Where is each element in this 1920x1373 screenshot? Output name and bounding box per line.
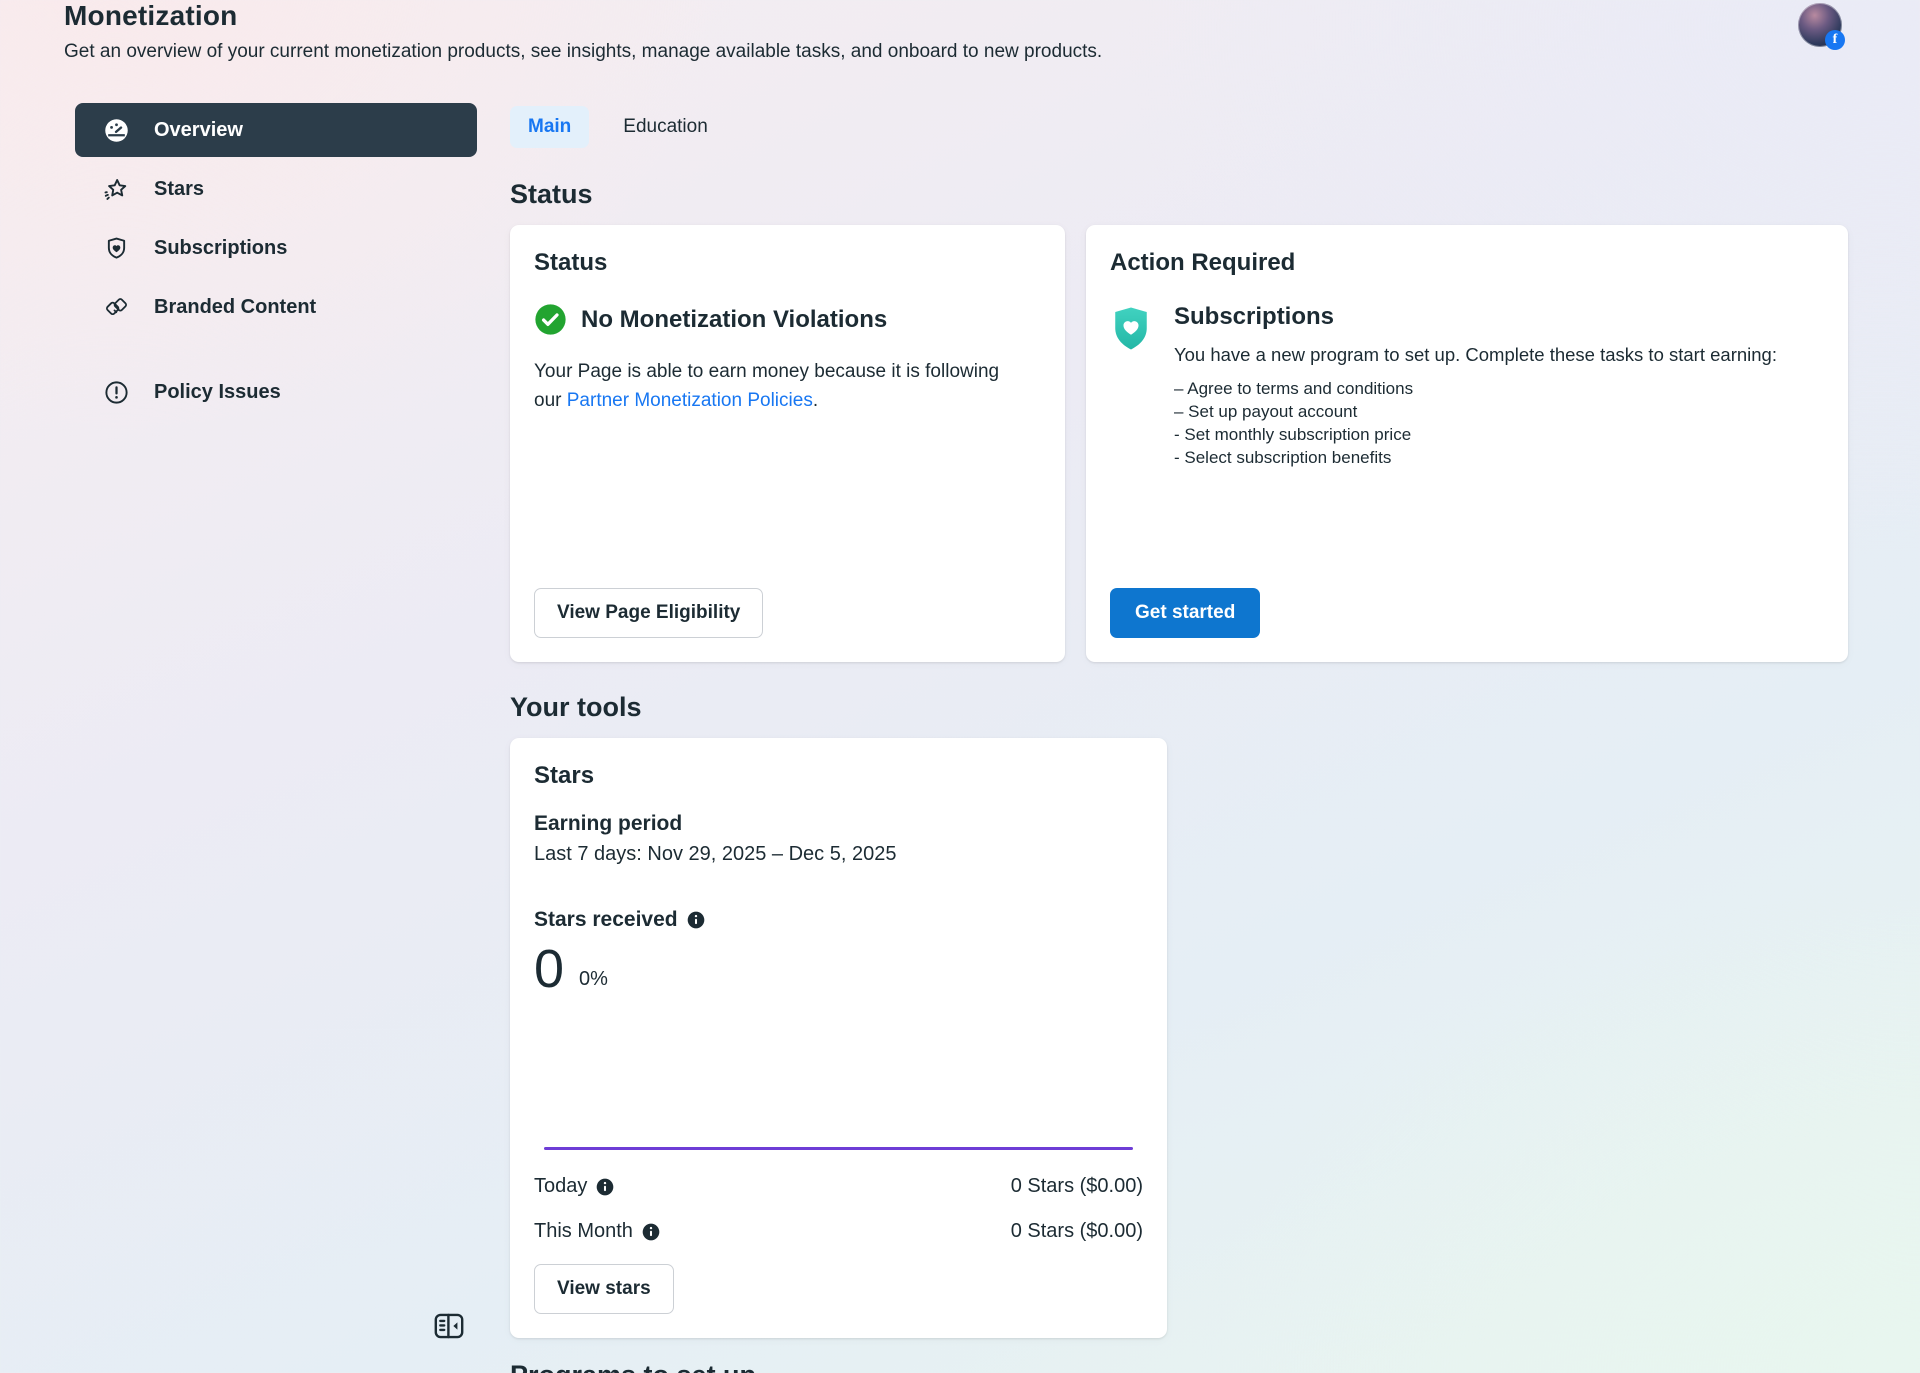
action-product-title: Subscriptions	[1174, 303, 1335, 330]
today-row: Today 0 Stars ($0.00)	[534, 1164, 1143, 1209]
stars-chart	[544, 996, 1133, 1164]
status-card-body: Your Page is able to earn money because …	[534, 358, 1004, 415]
today-label: Today	[534, 1175, 588, 1197]
tab-main[interactable]: Main	[510, 106, 590, 148]
partner-monetization-policies-link[interactable]: Partner Monetization Policies	[566, 389, 813, 411]
earning-period-label: Earning period	[534, 812, 683, 835]
shield-heart-icon	[107, 237, 126, 259]
today-value: 0 Stars ($0.00)	[1010, 1175, 1143, 1197]
sidebar-item-label: Subscriptions	[154, 236, 288, 259]
sidebar-item-label: Policy Issues	[154, 380, 281, 403]
stars-count-row: 0 0%	[534, 942, 1143, 996]
status-section-heading: Status	[510, 179, 593, 209]
action-body-text: You have a new program to set up. Comple…	[1174, 344, 1777, 365]
task-list: – Agree to terms and conditions – Set up…	[1174, 377, 1777, 469]
alert-circle-icon	[105, 380, 128, 404]
stars-received-row: Stars received	[534, 908, 1143, 932]
stars-percent: 0%	[579, 968, 608, 990]
page-title: Monetization	[64, 0, 238, 31]
info-icon[interactable]	[642, 1223, 660, 1241]
stars-count: 0	[534, 939, 565, 999]
sidebar-item-label: Overview	[154, 118, 243, 141]
status-cards-row: Status No Monetization Violations Your P…	[510, 225, 1848, 662]
task-item: - Set monthly subscription price	[1174, 425, 1412, 444]
star-icon	[104, 178, 127, 200]
action-required-text-col: Subscriptions You have a new program to …	[1174, 303, 1777, 469]
collapse-sidebar-icon[interactable]	[431, 1308, 467, 1344]
stars-chart-line	[544, 1147, 1133, 1150]
gauge-icon	[105, 118, 128, 142]
teal-shield-heart-icon	[1115, 307, 1147, 350]
main-content: Main Education Status Status No Monetiza…	[510, 105, 1848, 1373]
handshake-icon	[106, 297, 127, 315]
task-item: – Agree to terms and conditions	[1174, 379, 1414, 398]
earning-period-value: Last 7 days: Nov 29, 2025 – Dec 5, 2025	[534, 843, 897, 865]
view-stars-button[interactable]: View stars	[534, 1264, 674, 1314]
this-month-label: This Month	[534, 1220, 633, 1242]
profile-avatar[interactable]: f	[1798, 3, 1845, 50]
page-header: Monetization Get an overview of your cur…	[64, 0, 1664, 63]
status-body-text: Your Page is able to earn money because …	[534, 361, 1000, 411]
stars-card-title: Stars	[534, 762, 595, 789]
view-page-eligibility-button[interactable]: View Page Eligibility	[534, 588, 764, 638]
tab-education[interactable]: Education	[623, 116, 708, 137]
tab-bar: Main Education	[510, 105, 1848, 149]
this-month-value: 0 Stars ($0.00)	[1010, 1220, 1143, 1242]
status-card: Status No Monetization Violations Your P…	[510, 225, 1065, 662]
sidebar-item-branded-content[interactable]: Branded Content	[75, 280, 477, 334]
sidebar-item-label: Branded Content	[154, 295, 317, 318]
this-month-row: This Month 0 Stars ($0.00)	[534, 1209, 1143, 1254]
task-item: - Select subscription benefits	[1174, 448, 1392, 467]
stars-card: Stars Earning period Last 7 days: Nov 29…	[510, 738, 1167, 1338]
info-icon[interactable]	[596, 1178, 614, 1196]
page-subtitle: Get an overview of your current monetiza…	[64, 41, 1103, 62]
violations-badge-row: No Monetization Violations	[534, 303, 1041, 336]
programs-to-set-up-heading: Programs to set up	[510, 1360, 1848, 1373]
sidebar-nav: Overview Stars Subscriptions Branded Con…	[75, 103, 477, 424]
facebook-logo-icon: f	[1825, 30, 1845, 50]
sidebar-item-subscriptions[interactable]: Subscriptions	[75, 221, 477, 275]
action-required-card: Action Required Subscriptions You have a…	[1086, 225, 1848, 662]
sidebar-item-policy-issues[interactable]: Policy Issues	[75, 365, 477, 419]
your-tools-heading: Your tools	[510, 692, 642, 722]
info-icon[interactable]	[687, 911, 705, 929]
check-circle-icon	[535, 304, 566, 335]
sidebar-item-label: Stars	[154, 177, 205, 200]
task-item: – Set up payout account	[1174, 402, 1358, 421]
status-body-suffix: .	[812, 389, 819, 411]
stars-received-label: Stars received	[534, 908, 678, 931]
action-required-title: Action Required	[1110, 249, 1296, 276]
sidebar-item-stars[interactable]: Stars	[75, 162, 477, 216]
status-card-title: Status	[534, 249, 608, 276]
violations-badge-text: No Monetization Violations	[581, 305, 888, 333]
get-started-button[interactable]: Get started	[1110, 588, 1261, 638]
sidebar-item-overview[interactable]: Overview	[75, 103, 477, 157]
action-required-content: Subscriptions You have a new program to …	[1110, 303, 1824, 469]
